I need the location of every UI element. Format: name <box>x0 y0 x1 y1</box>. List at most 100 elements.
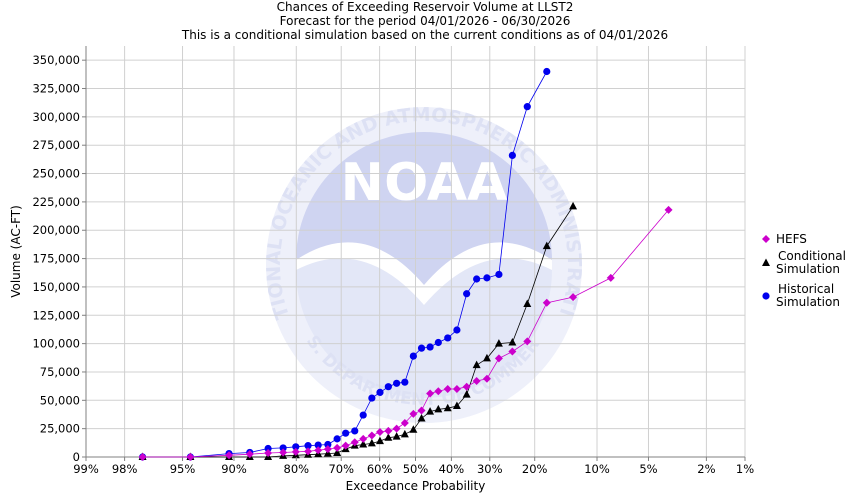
x-tick-label: 70% <box>328 462 354 476</box>
data-point <box>569 201 578 210</box>
data-point <box>508 347 517 356</box>
series-layer <box>138 67 673 461</box>
data-point <box>279 448 288 457</box>
data-point <box>417 344 426 352</box>
y-tick-label: 25,000 <box>40 422 80 436</box>
data-point <box>392 432 401 440</box>
data-point <box>367 438 376 447</box>
data-point <box>444 334 452 342</box>
data-point <box>375 436 384 445</box>
data-point <box>314 446 323 455</box>
data-point <box>264 449 273 458</box>
y-tick-label: 175,000 <box>32 252 80 266</box>
data-point <box>359 440 368 448</box>
data-point <box>417 413 426 422</box>
data-point <box>333 448 342 457</box>
x-tick-label: 2% <box>697 462 715 476</box>
data-point <box>392 424 401 433</box>
y-tick-label: 100,000 <box>32 337 80 351</box>
y-tick-label: 150,000 <box>32 280 80 294</box>
data-point <box>542 241 551 250</box>
data-point <box>426 343 434 351</box>
data-point <box>569 293 578 302</box>
x-tick-label: 10% <box>584 462 610 476</box>
data-point <box>443 384 452 393</box>
data-point <box>452 401 461 409</box>
legend-label: Simulation <box>776 295 840 309</box>
y-tick-label: 0 <box>73 450 80 464</box>
data-point <box>400 429 409 438</box>
y-tick-label: 325,000 <box>32 82 80 96</box>
data-point <box>434 404 443 413</box>
x-tick-label: 20% <box>522 462 548 476</box>
data-point <box>314 441 322 449</box>
data-point <box>523 103 531 111</box>
data-point <box>401 378 409 386</box>
data-point <box>351 427 359 435</box>
data-point <box>443 403 452 412</box>
data-point <box>333 435 341 443</box>
data-point <box>523 299 532 307</box>
watermark-gull-top <box>296 132 552 285</box>
legend-label: Conditional <box>778 249 846 263</box>
data-point <box>664 205 673 214</box>
data-point <box>409 352 417 360</box>
data-point <box>417 406 426 415</box>
data-point <box>350 438 359 447</box>
legend: HEFSConditionalSimulationHistoricalSimul… <box>762 232 846 309</box>
data-point <box>375 428 384 437</box>
data-point <box>368 394 376 402</box>
data-point <box>333 443 342 452</box>
legend-label: Historical <box>778 282 834 296</box>
data-point <box>434 387 443 396</box>
legend-label: Simulation <box>776 262 840 276</box>
legend-marker <box>762 292 770 300</box>
data-point <box>426 389 435 398</box>
data-point <box>409 425 418 433</box>
watermark-gull-bottom <box>296 258 552 398</box>
y-tick-label: 200,000 <box>32 223 80 237</box>
data-point <box>472 360 481 369</box>
x-tick-label: 98% <box>112 462 138 476</box>
data-point <box>542 298 551 307</box>
data-point <box>606 273 615 282</box>
y-tick-label: 350,000 <box>32 53 80 67</box>
chart-subtitle-conditions: This is a conditional simulation based o… <box>181 28 669 42</box>
data-point <box>494 354 503 363</box>
x-tick-label: 80% <box>284 462 310 476</box>
x-tick-label: 5% <box>639 462 657 476</box>
data-point <box>462 390 471 398</box>
data-point <box>304 442 312 450</box>
chart-title: Chances of Exceeding Reservoir Volume at… <box>276 0 574 14</box>
y-tick-label: 225,000 <box>32 195 80 209</box>
data-point <box>264 444 272 453</box>
data-point <box>245 450 254 459</box>
data-point <box>426 407 435 415</box>
legend-marker <box>762 235 770 243</box>
x-tick-label: 99% <box>73 462 99 476</box>
data-point <box>482 374 491 383</box>
data-point <box>462 382 471 391</box>
legend-label: HEFS <box>776 232 807 246</box>
data-point <box>367 431 376 440</box>
series-hefs <box>138 205 673 461</box>
data-point <box>473 275 481 283</box>
data-point <box>409 409 418 418</box>
data-point <box>342 429 350 437</box>
data-point <box>225 451 234 460</box>
data-point <box>323 445 332 454</box>
data-point <box>452 384 461 393</box>
x-tick-label: 50% <box>403 462 429 476</box>
series-historical-simulation <box>138 67 551 461</box>
watermark-logo-text: NOAA <box>341 153 508 213</box>
data-point <box>384 426 393 435</box>
data-point <box>400 418 409 427</box>
data-point <box>393 379 401 387</box>
data-point <box>495 270 503 279</box>
y-axis-title: Volume (AC-FT) <box>9 205 23 298</box>
data-point <box>304 447 313 456</box>
chart-grid <box>85 46 746 458</box>
legend-item: HEFS <box>762 232 807 246</box>
y-tick-label: 50,000 <box>40 393 80 407</box>
